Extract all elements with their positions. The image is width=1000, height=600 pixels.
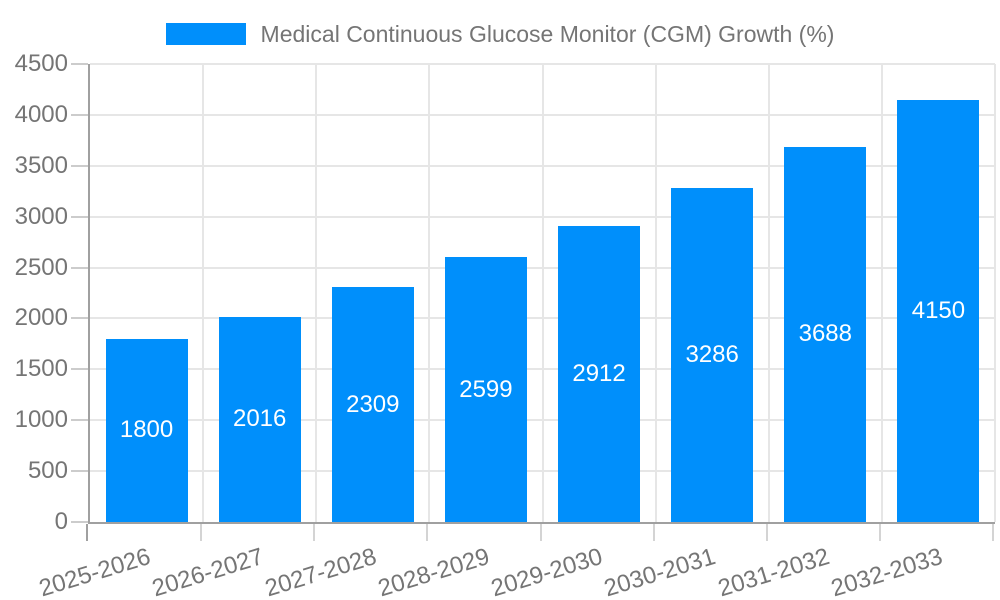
bar-value-label: 4150 — [911, 296, 966, 324]
legend-swatch — [165, 23, 246, 45]
plot-area: 1800 2016 2309 2599 2912 3286 3688 4150 — [88, 63, 996, 524]
x-tick-mark — [426, 524, 429, 541]
y-tick-mark — [71, 419, 88, 422]
bar: 2912 — [558, 225, 641, 522]
y-tick-label: 4000 — [14, 100, 68, 128]
y-tick-mark — [71, 63, 88, 65]
x-tick-mark — [765, 524, 768, 541]
y-tick-label: 500 — [27, 457, 68, 485]
bar: 3286 — [671, 187, 754, 522]
y-tick-mark — [71, 266, 88, 269]
y-tick-label: 2500 — [14, 253, 68, 281]
x-tick-mark — [86, 524, 88, 541]
bar: 3688 — [784, 146, 867, 522]
bar-value-label: 3688 — [798, 320, 852, 348]
y-tick-mark — [71, 368, 88, 371]
bar: 2309 — [331, 287, 414, 522]
x-category-label: 2032-2033 — [827, 543, 946, 600]
category-gridline — [541, 64, 544, 522]
bar-value-label: 2912 — [572, 359, 626, 387]
bar-value-label: 2309 — [346, 390, 400, 418]
bar: 4150 — [897, 99, 980, 522]
category-gridline — [202, 64, 205, 522]
legend: Medical Continuous Glucose Monitor (CGM)… — [0, 20, 1000, 47]
x-category-label: 2031-2032 — [714, 543, 833, 600]
y-tick-label: 2000 — [14, 304, 68, 332]
y-tick-label: 1000 — [14, 406, 68, 434]
x-category-label: 2025-2026 — [35, 543, 154, 600]
bar: 2599 — [444, 257, 527, 522]
x-tick-mark — [878, 524, 881, 541]
y-tick-mark — [71, 317, 88, 320]
y-tick-label: 1500 — [14, 355, 68, 383]
y-tick-mark — [71, 521, 88, 523]
category-gridline — [994, 64, 996, 522]
category-gridline — [767, 64, 770, 522]
category-gridline — [315, 64, 318, 522]
category-gridline — [880, 64, 883, 522]
x-tick-mark — [992, 524, 994, 541]
y-tick-label: 4500 — [14, 50, 68, 77]
bar: 1800 — [105, 338, 188, 522]
y-tick-mark — [71, 113, 88, 116]
x-tick-mark — [539, 524, 542, 541]
y-tick-mark — [71, 215, 88, 218]
y-tick-mark — [71, 164, 88, 167]
bar-value-label: 2016 — [232, 405, 287, 433]
bar-value-label: 1800 — [119, 416, 174, 444]
x-category-label: 2026-2027 — [148, 543, 267, 600]
y-axis-labels: 0 500 1000 1500 2000 2500 3000 3500 4000 4500 — [0, 50, 68, 535]
y-tick-label: 3500 — [14, 151, 68, 179]
legend-label: Medical Continuous Glucose Monitor (CGM)… — [260, 20, 835, 47]
y-tick-label: 3000 — [14, 202, 68, 230]
bar-value-label: 2599 — [459, 375, 513, 403]
category-gridline — [428, 64, 431, 522]
x-tick-mark — [652, 524, 655, 541]
bar-value-label: 3286 — [685, 340, 739, 368]
category-gridline — [654, 64, 657, 522]
x-tick-mark — [313, 524, 316, 541]
x-category-label: 2028-2029 — [375, 543, 493, 600]
x-category-label: 2029-2030 — [488, 543, 606, 600]
x-tick-mark — [200, 524, 203, 541]
y-tick-label: 0 — [54, 508, 68, 535]
x-category-label: 2027-2028 — [262, 543, 380, 600]
y-tick-mark — [71, 470, 88, 473]
bar: 2016 — [218, 316, 301, 522]
x-category-label: 2030-2031 — [601, 543, 720, 600]
